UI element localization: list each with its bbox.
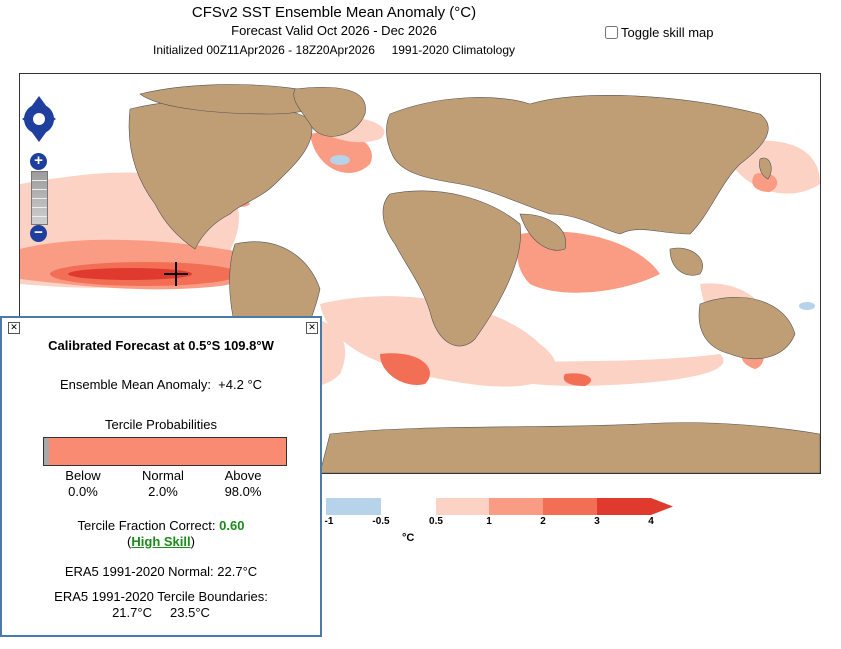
- colorbar-arrow-icon: [651, 498, 673, 515]
- skill-close-paren: ): [190, 534, 195, 549]
- colorbar-swatch: [436, 498, 489, 515]
- popup-close-right-icon[interactable]: ✕: [306, 322, 318, 334]
- land-masses: [128, 84, 820, 473]
- tercile-below-label: Below: [65, 468, 101, 483]
- tercile-fraction-correct: Tercile Fraction Correct: 0.60: [2, 518, 320, 533]
- ensemble-mean-anomaly: Ensemble Mean Anomaly: +4.2 °C: [59, 377, 263, 392]
- tercile-bar-normal: [44, 438, 49, 465]
- forecast-valid-label: Forecast Valid Oct 2026 - Dec 2026: [231, 23, 437, 38]
- forecast-popup: ✕ ✕ Calibrated Forecast at 0.5°S 109.8°W…: [0, 316, 322, 637]
- map-navigation: + −: [21, 95, 57, 245]
- tercile-normal-label: Normal: [142, 468, 184, 483]
- colorbar-swatch: [326, 498, 381, 515]
- tercile-below: Below 0.0%: [43, 468, 123, 500]
- location-crosshair-icon: [164, 262, 188, 286]
- tercile-probability-bar: [43, 437, 287, 466]
- skill-map-checkbox[interactable]: [605, 26, 618, 39]
- colorbar-label: 0.5: [429, 516, 443, 527]
- colorbar-label: -0.5: [372, 516, 390, 527]
- colorbar-label: 1: [486, 516, 492, 527]
- map-canvas: [20, 84, 820, 473]
- skill-map-label: Toggle skill map: [621, 25, 714, 40]
- pan-arrows-icon[interactable]: [21, 95, 57, 143]
- tercile-boundaries-label: ERA5 1991-2020 Tercile Boundaries:: [54, 589, 268, 604]
- initialized-label: Initialized 00Z11Apr2026 - 18Z20Apr2026 …: [152, 43, 515, 57]
- colorbar-label: -1: [324, 516, 334, 527]
- zoom-slider[interactable]: [31, 171, 48, 225]
- tercile-normal-value: 2.0%: [148, 484, 178, 499]
- colorbar-label: 4: [648, 516, 654, 527]
- tercile-below-value: 0.0%: [68, 484, 98, 499]
- tfc-value: 0.60: [219, 518, 245, 533]
- tercile-above: Above 98.0%: [203, 468, 283, 500]
- colorbar-label: 3: [594, 516, 600, 527]
- colorbar-swatch: [543, 498, 597, 515]
- skill-map-toggle[interactable]: Toggle skill map: [605, 25, 714, 40]
- tercile-above-value: 98.0%: [224, 484, 262, 499]
- map-title: CFSv2 SST Ensemble Mean Anomaly (°C): [191, 4, 477, 21]
- tercile-normal: Normal 2.0%: [123, 468, 203, 500]
- popup-title: Calibrated Forecast at 0.5°S 109.8°W: [48, 338, 274, 353]
- skill-open-paren: (: [127, 534, 132, 549]
- tercile-heading: Tercile Probabilities: [105, 417, 217, 432]
- colorbar-swatch: [489, 498, 543, 515]
- popup-close-left-icon[interactable]: ✕: [8, 322, 20, 334]
- colorbar-unit: °C: [402, 532, 415, 544]
- high-skill-link[interactable]: High Skill: [131, 534, 191, 549]
- zoom-out-button[interactable]: −: [30, 225, 47, 242]
- sst-anomaly-map[interactable]: [19, 73, 821, 474]
- era5-normal: ERA5 1991-2020 Normal: 22.7°C: [64, 564, 258, 579]
- colorbar-swatch: [597, 498, 651, 515]
- colorbar-label: 2: [540, 516, 546, 527]
- tfc-label: Tercile Fraction Correct:: [77, 518, 216, 533]
- skill-rating: (High Skill): [2, 534, 320, 549]
- tercile-above-label: Above: [224, 468, 262, 483]
- zoom-in-button[interactable]: +: [30, 153, 47, 170]
- tercile-bar-above: [48, 438, 286, 465]
- tercile-boundaries-values: 21.7°C 23.5°C: [112, 605, 210, 620]
- colorbar-swatch: [381, 498, 436, 515]
